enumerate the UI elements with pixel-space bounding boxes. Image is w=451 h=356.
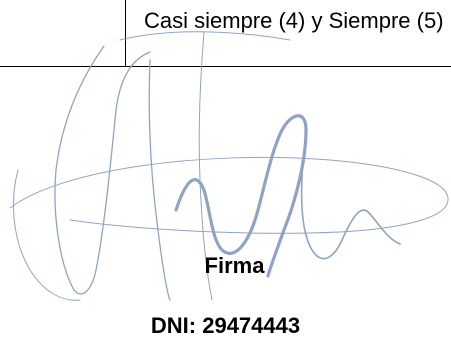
table-fragment: Casi siempre (4) y Siempre (5) bbox=[0, 0, 451, 66]
table-bottom-border bbox=[0, 66, 451, 67]
dni-number: DNI: 29474443 bbox=[150, 313, 301, 338]
table-cell-empty bbox=[0, 0, 126, 66]
table-cell-text: Casi siempre (4) y Siempre (5) bbox=[144, 8, 444, 33]
signature-label: Firma bbox=[204, 253, 265, 278]
